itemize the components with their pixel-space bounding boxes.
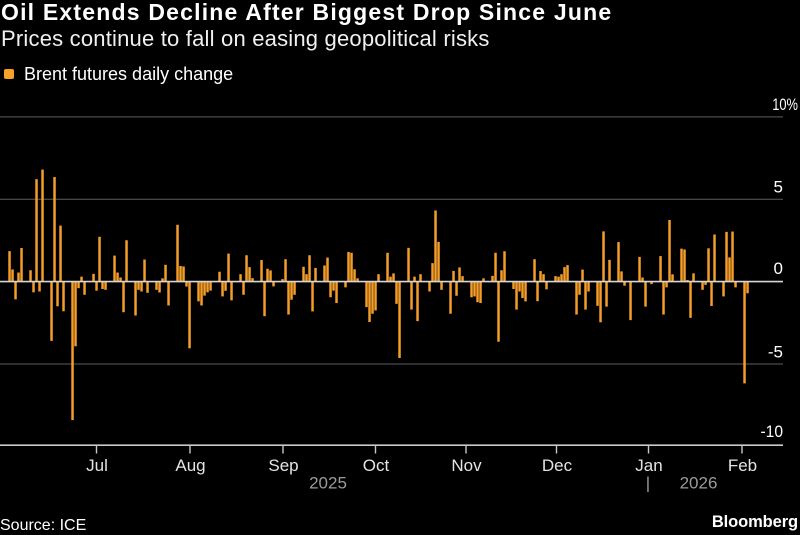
svg-text:Sep: Sep (268, 456, 298, 475)
svg-text:Oct: Oct (363, 456, 390, 475)
svg-text:|: | (646, 474, 650, 493)
svg-text:Aug: Aug (175, 456, 205, 475)
svg-text:2025: 2025 (309, 474, 347, 493)
svg-text:Nov: Nov (451, 456, 482, 475)
svg-text:2026: 2026 (680, 474, 718, 493)
svg-text:Jul: Jul (86, 456, 108, 475)
svg-text:Feb: Feb (728, 456, 757, 475)
svg-text:10%: 10% (772, 95, 798, 114)
svg-text:Jan: Jan (635, 456, 662, 475)
svg-text:-5: -5 (768, 342, 783, 361)
svg-text:Dec: Dec (542, 456, 573, 475)
svg-text:-10: -10 (761, 422, 784, 441)
svg-text:0: 0 (774, 259, 783, 278)
svg-text:5: 5 (774, 178, 783, 197)
